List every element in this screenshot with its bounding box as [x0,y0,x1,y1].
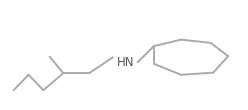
Text: HN: HN [117,56,134,69]
